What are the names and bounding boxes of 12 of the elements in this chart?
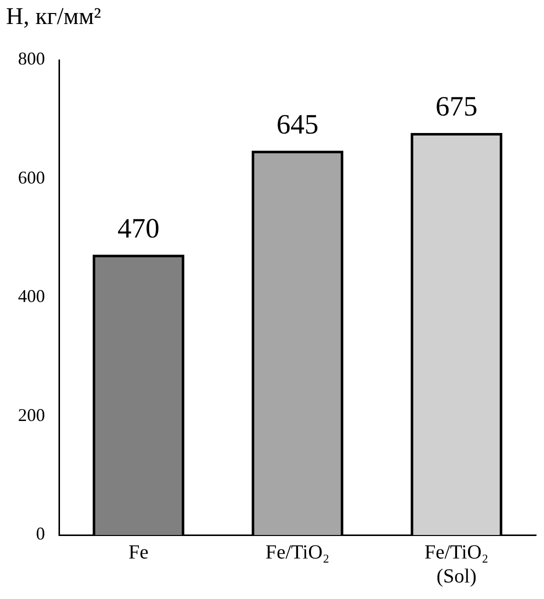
y-tick-label: 200 <box>18 404 45 425</box>
data-label: 470 <box>118 213 160 244</box>
y-tick-label: 600 <box>18 167 45 188</box>
y-tick-label: 0 <box>36 524 45 544</box>
x-tick-label: Fe <box>128 541 149 564</box>
y-axis-title: H, кг/мм² <box>6 4 102 31</box>
data-label: 645 <box>276 109 318 140</box>
y-tick-label: 400 <box>18 286 45 306</box>
y-tick-label: 800 <box>18 48 45 69</box>
data-label: 675 <box>436 92 478 123</box>
x-tick-label: Fe/TiO₂ <box>265 541 330 564</box>
x-tick-label: Fe/TiO₂ (Sol) <box>424 541 489 588</box>
